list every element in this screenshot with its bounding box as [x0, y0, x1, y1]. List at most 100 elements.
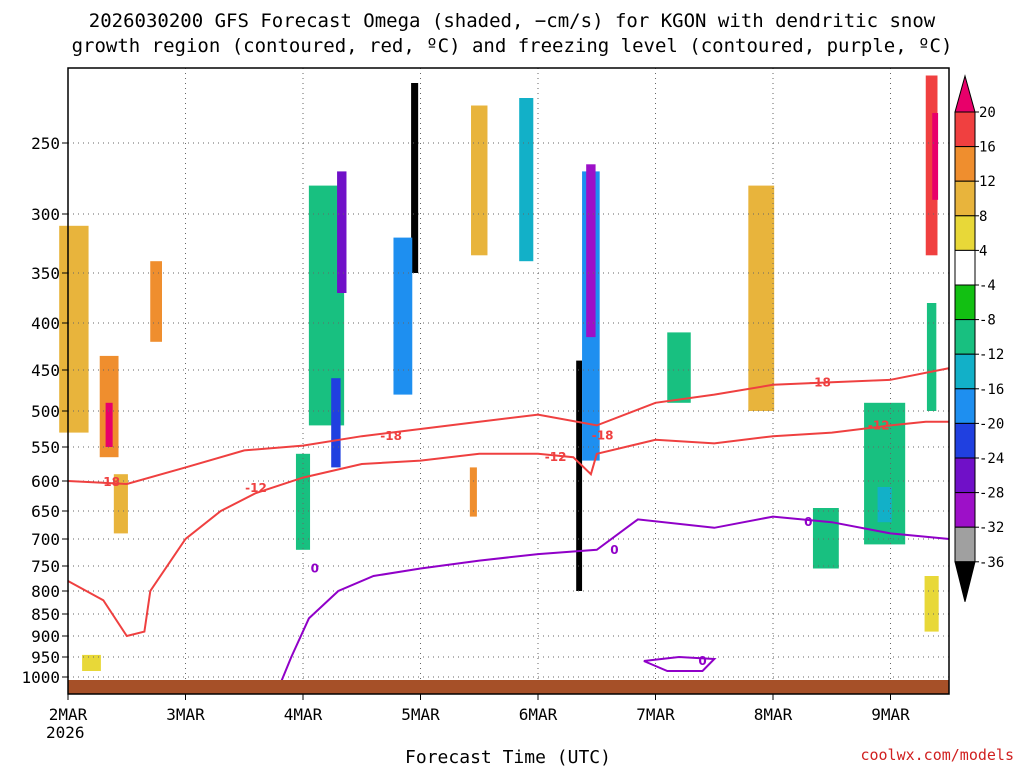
contour-dgz-minus-12: [67, 420, 950, 638]
y-tick-label: 250: [31, 134, 60, 153]
omega-cell: [82, 654, 101, 671]
contour-label: 0: [311, 562, 319, 576]
plot-background: [68, 68, 949, 694]
contour-label: 0: [698, 654, 706, 668]
colorbar-segment: [954, 180, 976, 217]
contour-label: -12: [545, 450, 567, 464]
y-tick-label: 850: [31, 605, 60, 624]
x-axis: 2MAR 3MAR 4MAR 5MAR 6MAR 7MAR 8MAR 9MAR: [49, 694, 910, 724]
contour-label: -18: [592, 428, 614, 442]
colorbar-segment: [954, 457, 976, 494]
colorbar-segment: [954, 215, 976, 251]
omega-cell: [748, 185, 775, 411]
y-tick-label: 500: [31, 402, 60, 421]
colorbar-segment: [954, 249, 976, 286]
colorbar-label: -28: [979, 486, 1004, 502]
x-tick-label: 3MAR: [166, 705, 205, 724]
y-tick-label: 600: [31, 472, 60, 491]
colorbar-segment: [954, 492, 976, 528]
omega-cell: [586, 164, 596, 338]
contour-freezing-level-0: [278, 515, 950, 687]
omega-cell: [877, 487, 892, 523]
omega-cell: [469, 467, 477, 517]
contour-label: -12: [868, 418, 890, 432]
colorbar-bottom-arrow: [954, 561, 976, 602]
y-axis: 250 300 350 400 450 500 550 600 650 700 750 800 850 9…: [21, 134, 68, 687]
x-tick-label: 8MAR: [754, 705, 793, 724]
contour-label: -18: [809, 375, 831, 389]
omega-cell: [925, 75, 938, 256]
omega-cell: [812, 508, 839, 569]
colorbar-label: -20: [979, 416, 1004, 432]
colorbar-segment: [954, 111, 976, 148]
ground-strip: [68, 680, 949, 694]
colorbar-label: 8: [979, 209, 987, 225]
contour-label: 0: [804, 515, 812, 529]
y-tick-label: 950: [31, 648, 60, 667]
x-tick-label: 6MAR: [519, 705, 558, 724]
plot-area: -18 -18 -18 -18 -12 -12 -12 0 0 0 0: [59, 67, 950, 695]
y-tick-label: 800: [31, 582, 60, 601]
contour-label: -18: [380, 429, 402, 443]
omega-cell: [105, 402, 113, 447]
omega-cell: [393, 237, 413, 395]
contour-lines: -18 -18 -18 -18 -12 -12 -12 0 0 0 0: [67, 367, 950, 687]
y-tick-label: 300: [31, 205, 60, 224]
contour-dgz-minus-18: [67, 367, 950, 486]
colorbar-label: -8: [979, 313, 996, 329]
colorbar-top-arrow: [954, 74, 976, 113]
colorbar-segment: [954, 526, 976, 563]
gridlines: [67, 68, 949, 694]
x-axis-label: Forecast Time (UTC): [405, 747, 611, 768]
colorbar-segment: [954, 284, 976, 321]
colorbar-label: -32: [979, 520, 1004, 536]
contour-label: -18: [98, 475, 120, 489]
colorbar-label: -4: [979, 278, 996, 294]
y-tick-label: 550: [31, 438, 60, 457]
omega-cell: [667, 332, 691, 403]
omega-cell: [924, 576, 939, 632]
omega-cell: [932, 113, 939, 200]
colorbar-label: -36: [979, 555, 1004, 571]
colorbar-label: -16: [979, 382, 1004, 398]
x-tick-label: 9MAR: [871, 705, 910, 724]
x-tick-label: 5MAR: [401, 705, 440, 724]
colorbar-label: -24: [979, 451, 1004, 467]
omega-cell: [519, 98, 534, 262]
omega-cell: [113, 474, 128, 534]
y-tick-label: 700: [31, 530, 60, 549]
x-tick-label: 2MAR: [49, 705, 88, 724]
colorbar-segment: [954, 146, 976, 182]
omega-cell: [576, 360, 583, 591]
colorbar-segment: [954, 422, 976, 459]
omega-cell: [337, 171, 347, 293]
y-tick-label: 900: [31, 627, 60, 646]
plot-frame: [67, 67, 950, 695]
y-tick-label: 450: [31, 361, 60, 380]
colorbar-segment: [954, 353, 976, 390]
colorbar-segment: [954, 388, 976, 424]
contour-freezing-level-0-b: [643, 655, 717, 672]
x-tick-label: 7MAR: [636, 705, 675, 724]
omega-cell: [471, 105, 488, 256]
credit-link[interactable]: coolwx.com/models: [860, 746, 1014, 764]
contour-label: -12: [245, 481, 267, 495]
x-axis-year: 2026: [46, 723, 85, 742]
omega-cell: [59, 225, 89, 433]
colorbar-label: 12: [979, 174, 996, 190]
colorbar-segment: [954, 319, 976, 355]
contour-label: 0: [610, 543, 618, 557]
colorbar: 20 16 12 8 4 -4 -8 -12 -16 -20 -24 -28 -32 -36: [954, 74, 1004, 602]
x-tick-label: 4MAR: [284, 705, 323, 724]
y-tick-label: 400: [31, 314, 60, 333]
chart-title-line-1: 2026030200 GFS Forecast Omega (shaded, −…: [89, 10, 936, 32]
chart-title-line-2: growth region (contoured, red, ºC) and f…: [72, 35, 953, 57]
colorbar-label: 4: [979, 243, 987, 259]
y-tick-label: 650: [31, 502, 60, 521]
y-tick-label: 750: [31, 557, 60, 576]
omega-cell: [331, 378, 341, 468]
colorbar-label: 16: [979, 140, 996, 156]
omega-shading: [59, 75, 939, 671]
omega-cell: [926, 303, 937, 411]
colorbar-label: -12: [979, 347, 1004, 363]
